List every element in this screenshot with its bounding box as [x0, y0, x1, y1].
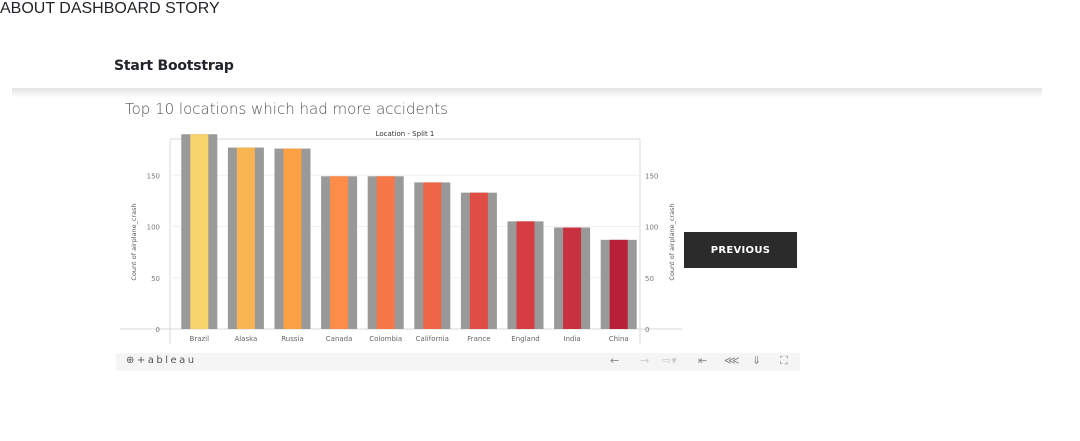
- bar: [609, 239, 628, 329]
- y-tick-left: 150: [147, 172, 160, 180]
- bar: [516, 221, 535, 329]
- bar: [469, 192, 488, 329]
- reset-icon[interactable]: ⇤: [698, 354, 708, 367]
- fullscreen-icon[interactable]: ⛶: [780, 354, 788, 367]
- chart-title: Location - Split 1: [376, 130, 435, 138]
- y-tick-right: 150: [645, 172, 658, 180]
- y-tick-left: 100: [147, 224, 160, 232]
- x-tick-label: Alaska: [234, 335, 257, 343]
- y-tick-right: 50: [645, 275, 654, 283]
- previous-button[interactable]: PREVIOUS: [684, 232, 797, 268]
- nav-link-dashboard[interactable]: DASHBOARD: [59, 0, 161, 17]
- navbar: Start Bootstrap ABOUT DASHBOARD STORY: [0, 0, 1080, 92]
- brand-logo[interactable]: Start Bootstrap: [114, 58, 234, 74]
- redo-icon[interactable]: →: [640, 354, 650, 367]
- x-tick-label: Brazil: [190, 335, 210, 343]
- navbar-shadow: [12, 88, 1042, 98]
- x-tick-label: England: [511, 335, 539, 343]
- bar: [283, 148, 302, 329]
- undo-icon[interactable]: ←: [610, 354, 620, 367]
- bar: [236, 147, 255, 329]
- revert-icon[interactable]: ⇨▾: [662, 354, 677, 367]
- x-tick-label: Canada: [326, 335, 353, 343]
- y-tick-right: 100: [645, 224, 658, 232]
- y-tick-right: 0: [645, 326, 649, 334]
- x-tick-label: India: [564, 335, 581, 343]
- bar-chart: Location - Split 1 0 0 50 50 100 100 150 150 Coun…: [120, 130, 682, 344]
- bar: [423, 182, 442, 329]
- bar: [330, 176, 349, 329]
- x-tick-label: California: [416, 335, 449, 343]
- y-axis-label-right: Count of airplane_crash: [668, 203, 676, 280]
- share-icon[interactable]: ⋘: [724, 354, 740, 367]
- x-tick-label: China: [609, 335, 629, 343]
- tableau-toolbar: ⊕+ableau ← → ⇨▾ ⇤ ⋘ ⇓ ⛶: [116, 353, 800, 371]
- y-tick-left: 0: [156, 326, 160, 334]
- nav-link-story[interactable]: STORY: [165, 0, 220, 17]
- x-tick-label: Colombia: [369, 335, 402, 343]
- download-icon[interactable]: ⇓: [752, 354, 762, 367]
- tableau-logo[interactable]: ⊕+ableau: [126, 355, 197, 366]
- x-tick-label: France: [467, 335, 490, 343]
- bar: [190, 134, 209, 329]
- nav-link-about[interactable]: ABOUT: [0, 0, 55, 17]
- bar: [563, 227, 582, 329]
- y-tick-left: 50: [151, 275, 160, 283]
- bar: [376, 176, 395, 329]
- viz-title: Top 10 locations which had more accident…: [125, 100, 448, 118]
- y-axis-label-left: Count of airplane_crash: [130, 203, 138, 280]
- x-tick-label: Russia: [281, 335, 304, 343]
